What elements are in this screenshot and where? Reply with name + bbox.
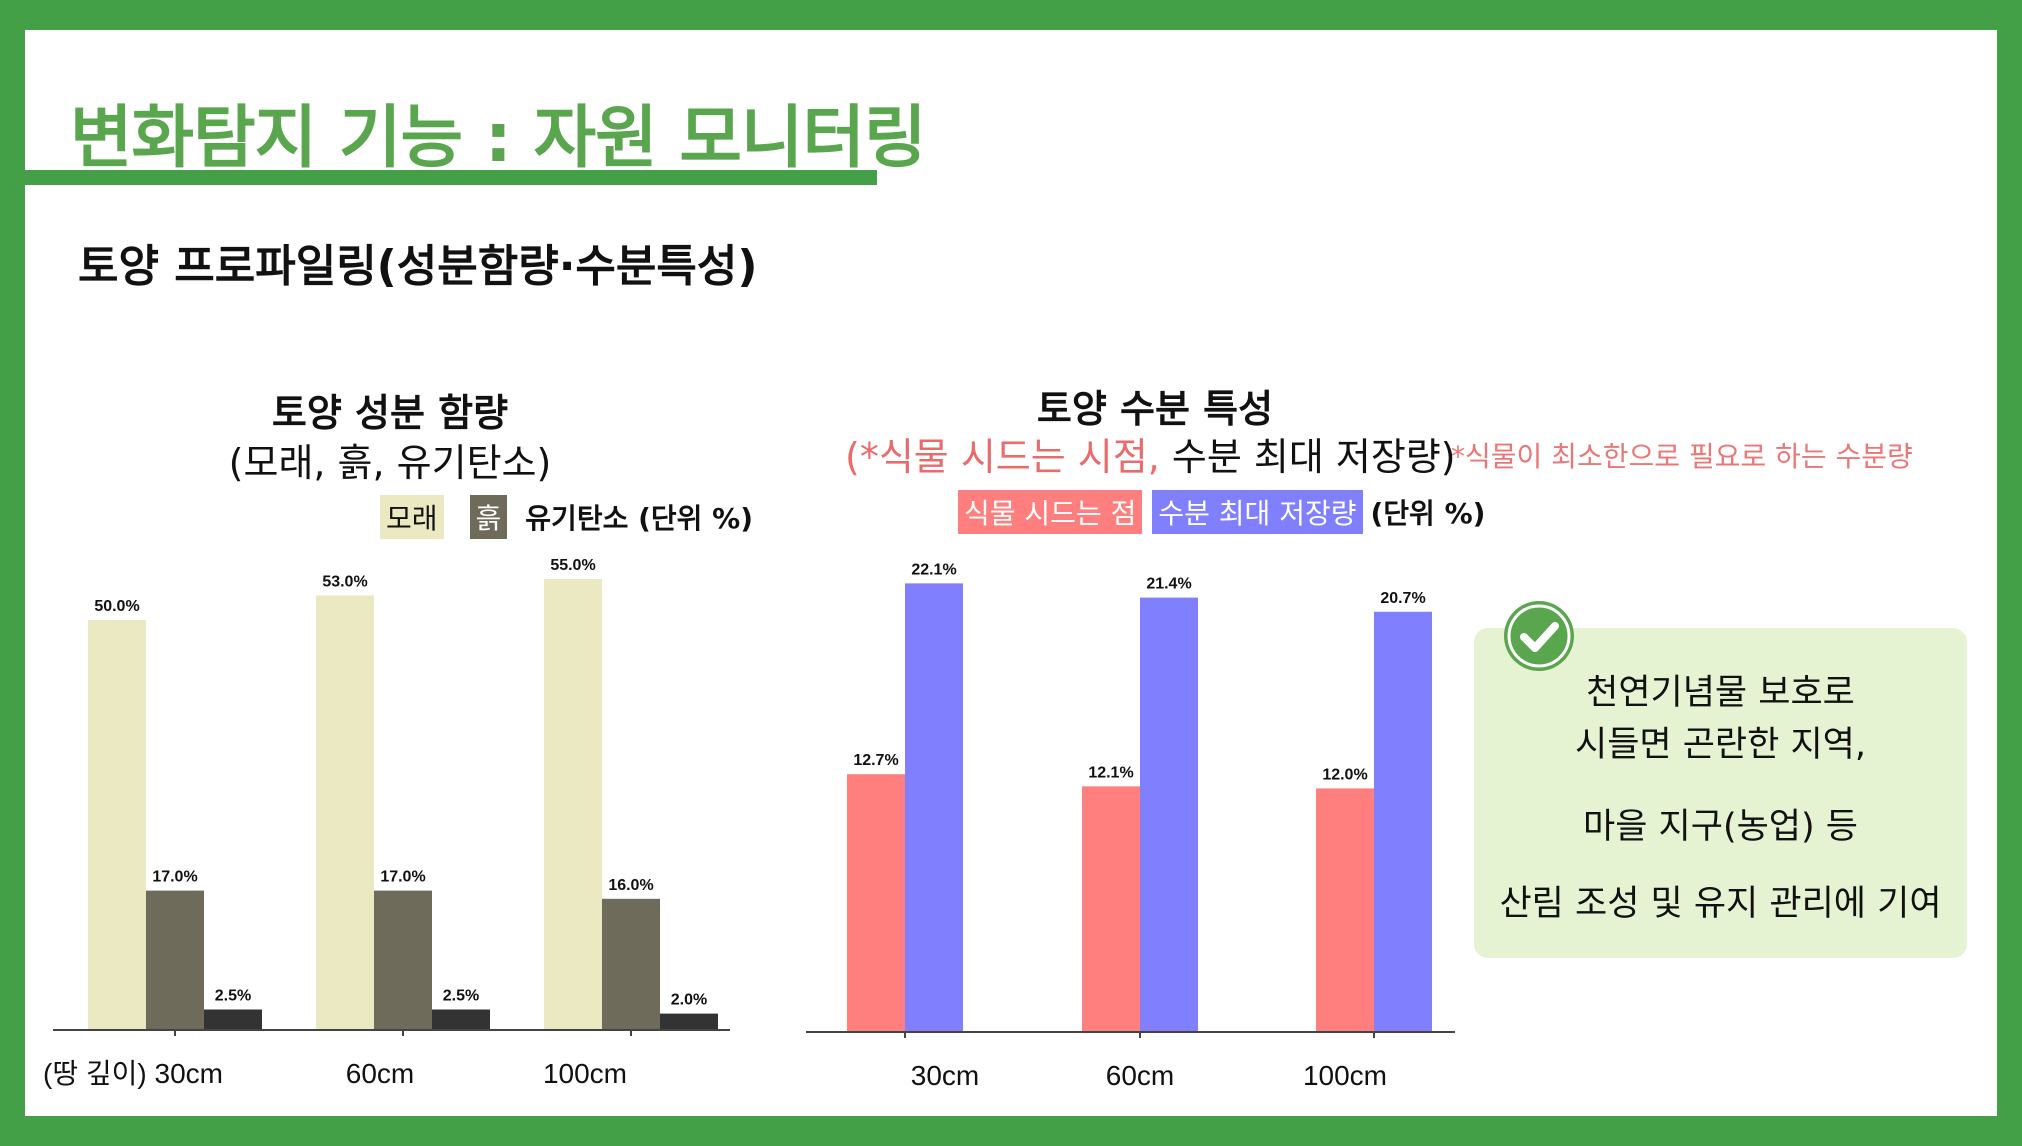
left-category-label-2: 100cm bbox=[543, 1058, 627, 1089]
charts-canvas: 50.0% 53.0% 55.0% 17.0% 17.0% 16.0% 2.5% 2.5% 2.… bbox=[43, 557, 1455, 1091]
right-data-label-s0-c0: 12.7% bbox=[853, 752, 898, 769]
callout-line-2: 시들면 곤란한 지역, bbox=[1575, 725, 1866, 765]
left-data-label-s1-c2: 16.0% bbox=[608, 877, 653, 894]
right-category-label-2: 100cm bbox=[1303, 1060, 1387, 1091]
title-underline bbox=[25, 170, 877, 185]
legend-sand: 모래 bbox=[380, 495, 444, 539]
wilting-note: *식물이 최소한으로 필요로 하는 수분량 bbox=[1451, 440, 1913, 473]
legend-soil: 흙 bbox=[469, 495, 508, 539]
right-chart-legend: 식물 시드는 점 수분 최대 저장량 (단위 %) bbox=[958, 490, 1485, 534]
callout-box: 천연기념물 보호로 시들면 곤란한 지역, 마을 지구(농업) 등 산림 조성 … bbox=[1474, 628, 1967, 958]
left-chart-subtitle: (모래, 흙, 유기탄소) bbox=[228, 441, 552, 485]
right-data-label-s1-c0: 22.1% bbox=[911, 561, 956, 578]
callout-line-4: 산림 조성 및 유지 관리에 기여 bbox=[1499, 884, 1942, 924]
left-data-label-s1-c1: 17.0% bbox=[380, 869, 425, 886]
left-bar-s0-c2 bbox=[544, 579, 602, 1030]
legend-unit: 유기탄소 (단위 %) bbox=[525, 502, 754, 535]
slide: 변화탐지 기능 : 자원 모니터링 토양 프로파일링(성분함량·수분특성) 토양… bbox=[25, 30, 1997, 1116]
left-bar-s1-c2 bbox=[602, 898, 660, 1030]
left-data-label-s0-c0: 50.0% bbox=[94, 598, 139, 615]
page-title: 변화탐지 기능 : 자원 모니터링 bbox=[70, 99, 927, 178]
left-category-label-0: (땅 깊이) 30cm bbox=[43, 1058, 223, 1089]
left-data-label-s0-c1: 53.0% bbox=[322, 573, 367, 590]
legend-unit-right: (단위 %) bbox=[1370, 497, 1486, 530]
callout-line-3: 마을 지구(농업) 등 bbox=[1583, 807, 1858, 847]
right-chart-subtitle: (*식물 시드는 시점, 수분 최대 저장량) bbox=[845, 426, 1456, 481]
left-bar-s0-c0 bbox=[88, 620, 146, 1030]
left-data-label-s2-c1: 2.5% bbox=[443, 988, 479, 1005]
right-data-label-s0-c1: 12.1% bbox=[1088, 764, 1133, 781]
left-bar-s2-c1 bbox=[432, 1009, 490, 1030]
page-subtitle: 토양 프로파일링(성분함량·수분특성) bbox=[78, 241, 758, 292]
right-chart-subtitle-rest: 수분 최대 저장량) bbox=[1159, 435, 1456, 479]
callout-line-1: 천연기념물 보호로 bbox=[1586, 673, 1855, 713]
right-bar-s0-c1 bbox=[1082, 786, 1140, 1032]
left-data-label-s2-c0: 2.5% bbox=[215, 988, 251, 1005]
right-category-label-0: 30cm bbox=[911, 1060, 979, 1091]
left-bar-s2-c0 bbox=[204, 1009, 262, 1030]
left-category-label-1: 60cm bbox=[346, 1058, 414, 1089]
check-circle-icon bbox=[1504, 601, 1574, 671]
left-data-label-s1-c0: 17.0% bbox=[152, 869, 197, 886]
left-bar-s2-c2 bbox=[660, 1013, 718, 1030]
right-bar-s1-c1 bbox=[1140, 597, 1198, 1032]
right-bar-s0-c2 bbox=[1316, 788, 1374, 1032]
left-data-label-s2-c2: 2.0% bbox=[671, 992, 707, 1009]
legend-capacity: 수분 최대 저장량 bbox=[1152, 490, 1363, 534]
legend-wilting: 식물 시드는 점 bbox=[958, 490, 1143, 534]
left-bar-s0-c1 bbox=[316, 595, 374, 1030]
right-chart-title: 토양 수분 특성 bbox=[1036, 387, 1274, 431]
right-chart-subtitle-highlight: (*식물 시드는 시점, bbox=[845, 435, 1160, 479]
left-chart-title: 토양 성분 함량 bbox=[271, 391, 509, 435]
right-bar-s1-c2 bbox=[1374, 611, 1432, 1032]
right-bar-s1-c0 bbox=[905, 583, 963, 1032]
left-bar-s1-c0 bbox=[146, 890, 204, 1030]
right-data-label-s1-c2: 20.7% bbox=[1380, 590, 1425, 607]
left-chart-legend: 모래 흙 유기탄소 (단위 %) bbox=[380, 495, 753, 539]
right-category-label-1: 60cm bbox=[1106, 1060, 1174, 1091]
left-bar-s1-c1 bbox=[374, 890, 432, 1030]
right-data-label-s1-c1: 21.4% bbox=[1146, 576, 1191, 593]
right-bar-s0-c0 bbox=[847, 774, 905, 1032]
right-data-label-s0-c2: 12.0% bbox=[1322, 766, 1367, 783]
left-data-label-s0-c2: 55.0% bbox=[550, 557, 595, 574]
